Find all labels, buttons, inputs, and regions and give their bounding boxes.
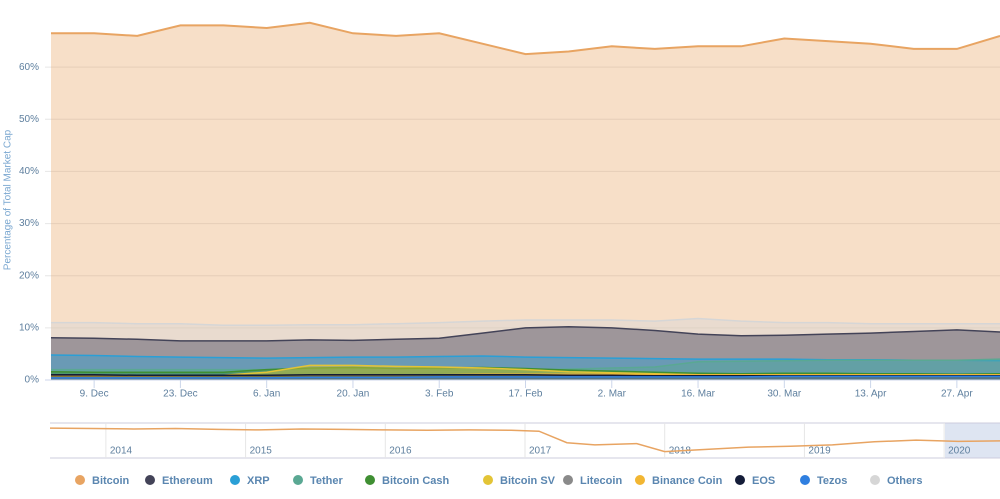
legend-label: Bitcoin SV [500, 475, 556, 487]
y-tick-label: 0% [25, 375, 40, 386]
legend-marker [635, 475, 645, 485]
navigator-line [49, 427, 1000, 453]
series-line [51, 317, 1000, 327]
x-tick-label: 9. Dec [80, 389, 109, 400]
y-tick-label: 20% [19, 270, 39, 281]
legend-label: Litecoin [580, 475, 622, 487]
legend-marker [145, 475, 155, 485]
legend-label: EOS [752, 475, 775, 487]
navigator-year-label: 2017 [529, 446, 552, 457]
y-tick-label: 10% [19, 322, 39, 333]
legend-marker [870, 475, 880, 485]
legend-item[interactable]: Bitcoin SV [483, 475, 556, 487]
legend-label: Bitcoin Cash [382, 475, 450, 487]
navigator-year-label: 2014 [110, 446, 133, 457]
legend-item[interactable]: XRP [230, 475, 270, 487]
y-axis-title: Percentage of Total Market Cap [3, 129, 14, 270]
legend-item[interactable]: Tezos [800, 475, 847, 487]
series-line [51, 375, 1000, 379]
legend-item[interactable]: Bitcoin Cash [365, 475, 450, 487]
series-line [51, 21, 1000, 56]
legend-label: XRP [247, 475, 270, 487]
legend-marker [483, 475, 493, 485]
legend-label: Tether [310, 475, 344, 487]
series [50, 21, 1000, 381]
x-tick-label: 17. Feb [509, 389, 543, 400]
legend-item[interactable]: Binance Coin [635, 475, 723, 487]
legend-marker [735, 475, 745, 485]
legend-label: Bitcoin [92, 475, 130, 487]
legend-marker [230, 475, 240, 485]
x-tick-label: 2. Mar [598, 389, 627, 400]
legend-label: Tezos [817, 475, 847, 487]
legend-item[interactable]: Ethereum [145, 475, 213, 487]
navigator-year-label: 2020 [948, 446, 971, 457]
series-line [50, 366, 1000, 376]
legend-label: Binance Coin [652, 475, 723, 487]
x-tick-label: 13. Apr [855, 389, 887, 400]
x-tick-label: 27. Apr [941, 389, 973, 400]
legend-marker [365, 475, 375, 485]
navigator-year-label: 2015 [250, 446, 273, 457]
legend-label: Others [887, 475, 922, 487]
x-tick-label: 3. Feb [425, 389, 454, 400]
legend-item[interactable]: Others [870, 475, 922, 487]
x-tick-label: 6. Jan [253, 389, 280, 400]
legend-marker [563, 475, 573, 485]
y-tick-label: 50% [19, 114, 39, 125]
legend-item[interactable]: Litecoin [563, 475, 622, 487]
legend-marker [800, 475, 810, 485]
navigator-year-label: 2019 [808, 446, 831, 457]
series-area [51, 22, 1000, 381]
y-tick-label: 40% [19, 166, 39, 177]
legend-label: Ethereum [162, 475, 213, 487]
legend-item[interactable]: Tether [293, 475, 344, 487]
series-area [51, 326, 1000, 380]
x-tick-label: 30. Mar [767, 389, 802, 400]
y-tick-label: 30% [19, 218, 39, 229]
x-tick-label: 23. Dec [163, 389, 197, 400]
legend-item[interactable]: EOS [735, 475, 775, 487]
series-line [50, 326, 1000, 342]
navigator-year-label: 2016 [389, 446, 412, 457]
series-area [51, 318, 1000, 380]
x-tick-label: 20. Jan [337, 389, 370, 400]
legend-marker [75, 475, 85, 485]
legend-item[interactable]: Bitcoin [75, 475, 130, 487]
x-tick-label: 16. Mar [681, 389, 716, 400]
legend-marker [293, 475, 303, 485]
y-tick-label: 60% [19, 62, 39, 73]
